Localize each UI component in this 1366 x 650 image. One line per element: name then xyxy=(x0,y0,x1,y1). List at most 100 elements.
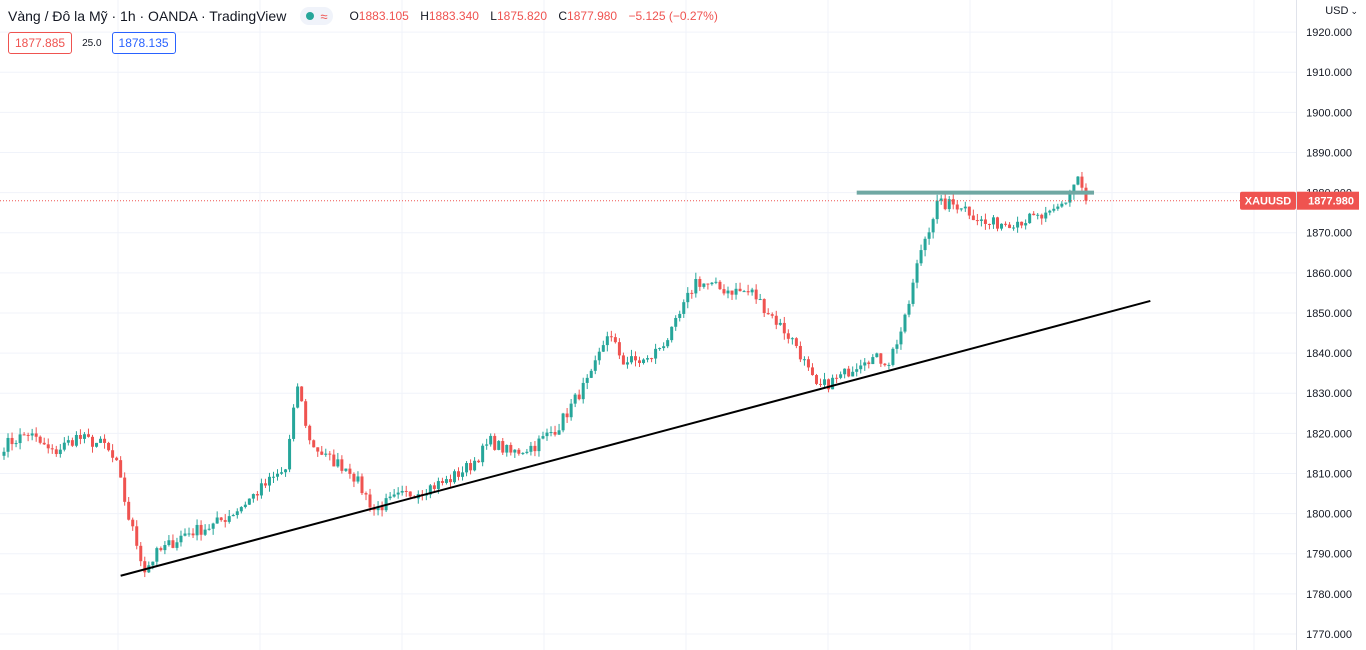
currency-selector[interactable]: USD ⌄ xyxy=(1325,5,1358,17)
candle-body xyxy=(1064,202,1068,204)
symbol-label-bg xyxy=(1240,191,1296,210)
buy-button[interactable]: 1878.135 xyxy=(111,32,176,54)
candle-body xyxy=(1008,224,1012,229)
candle-body xyxy=(267,476,271,486)
candle-body xyxy=(1052,208,1056,211)
candle-body xyxy=(702,283,706,287)
sell-button[interactable]: 1877.885 xyxy=(8,32,73,54)
candle-body xyxy=(843,368,847,375)
y-tick-label: 1850.000 xyxy=(1306,308,1352,320)
candle-body xyxy=(469,463,473,471)
candle-body xyxy=(790,338,794,340)
low-label: L xyxy=(490,9,497,23)
candle-body xyxy=(875,353,879,358)
candle-body xyxy=(360,476,364,494)
close-value: 1877.980 xyxy=(567,9,618,23)
candle-body xyxy=(561,413,565,431)
candle-body xyxy=(867,362,871,365)
candle-body xyxy=(694,278,698,294)
y-tick-label: 1900.000 xyxy=(1306,107,1352,119)
y-tick-label: 1920.000 xyxy=(1306,27,1352,39)
candle-body xyxy=(26,434,30,436)
candle-body xyxy=(646,358,650,360)
y-tick-label: 1910.000 xyxy=(1306,67,1352,79)
candle-body xyxy=(34,433,38,437)
candle-body xyxy=(119,460,123,478)
candle-body xyxy=(167,540,171,546)
candle-body xyxy=(714,281,718,283)
candle-body xyxy=(674,317,678,327)
candle-body xyxy=(951,199,955,205)
candle-body xyxy=(782,322,786,334)
candle-body xyxy=(151,561,155,566)
candle-body xyxy=(887,364,891,366)
candle-body xyxy=(738,288,742,292)
candle-body xyxy=(436,481,440,489)
candle-body xyxy=(111,450,115,458)
candle-body xyxy=(730,290,734,295)
candle-body xyxy=(593,360,597,371)
candle-body xyxy=(959,208,963,210)
y-tick-label: 1810.000 xyxy=(1306,468,1352,480)
candle-body xyxy=(943,198,947,210)
candle-body xyxy=(78,434,82,439)
candle-body xyxy=(255,494,259,496)
candle-body xyxy=(296,386,300,408)
candle-body xyxy=(814,375,818,384)
candle-body xyxy=(670,326,674,341)
candle-body xyxy=(794,338,798,346)
candle-body xyxy=(223,520,227,522)
candle-body xyxy=(428,485,432,495)
candle-body xyxy=(710,282,714,285)
candle-body xyxy=(115,457,119,461)
candle-body xyxy=(284,469,288,473)
symbol-title[interactable]: Vàng / Đô la Mỹ · 1h · OANDA · TradingVi… xyxy=(8,8,287,24)
symbol-label: XAUUSD xyxy=(1245,196,1292,208)
candle-body xyxy=(54,449,58,455)
candle-body xyxy=(617,342,621,356)
candle-body xyxy=(859,365,863,370)
market-status-pill[interactable]: ≈ xyxy=(300,7,334,25)
candle-body xyxy=(30,433,34,436)
candle-body xyxy=(638,360,642,364)
y-tick-label: 1770.000 xyxy=(1306,629,1352,641)
candle-body xyxy=(388,496,392,499)
candle-body xyxy=(452,471,456,483)
candle-body xyxy=(127,501,131,520)
candle-body xyxy=(871,357,875,365)
candle-body xyxy=(585,377,589,383)
candle-body xyxy=(143,561,147,573)
candle-body xyxy=(432,485,436,489)
candle-body xyxy=(597,351,601,361)
candle-body xyxy=(746,291,750,293)
candle-body xyxy=(521,452,525,454)
close-label: C xyxy=(558,9,568,23)
candle-body xyxy=(690,292,694,294)
candle-body xyxy=(1044,212,1048,219)
candle-body xyxy=(368,494,372,508)
candle-body xyxy=(537,438,541,452)
candle-body xyxy=(1012,227,1016,229)
candle-body xyxy=(497,441,501,450)
candle-body xyxy=(718,281,722,290)
candle-body xyxy=(734,288,738,295)
chevron-down-icon: ⌄ xyxy=(1350,5,1358,16)
candle-body xyxy=(404,490,408,492)
candle-body xyxy=(175,542,179,548)
candle-body xyxy=(38,436,42,443)
candle-body xyxy=(123,477,127,502)
candle-body xyxy=(650,358,654,360)
candle-body xyxy=(70,440,74,446)
candle-body xyxy=(247,498,251,505)
candle-body xyxy=(1016,221,1020,228)
candle-body xyxy=(662,346,666,349)
candle-body xyxy=(10,437,14,445)
candle-body xyxy=(139,545,143,562)
candle-body xyxy=(191,533,195,536)
candle-body xyxy=(891,348,895,365)
candle-body xyxy=(991,217,995,225)
candle-body xyxy=(352,473,356,482)
y-tick-label: 1780.000 xyxy=(1306,589,1352,601)
candle-body xyxy=(231,515,235,517)
